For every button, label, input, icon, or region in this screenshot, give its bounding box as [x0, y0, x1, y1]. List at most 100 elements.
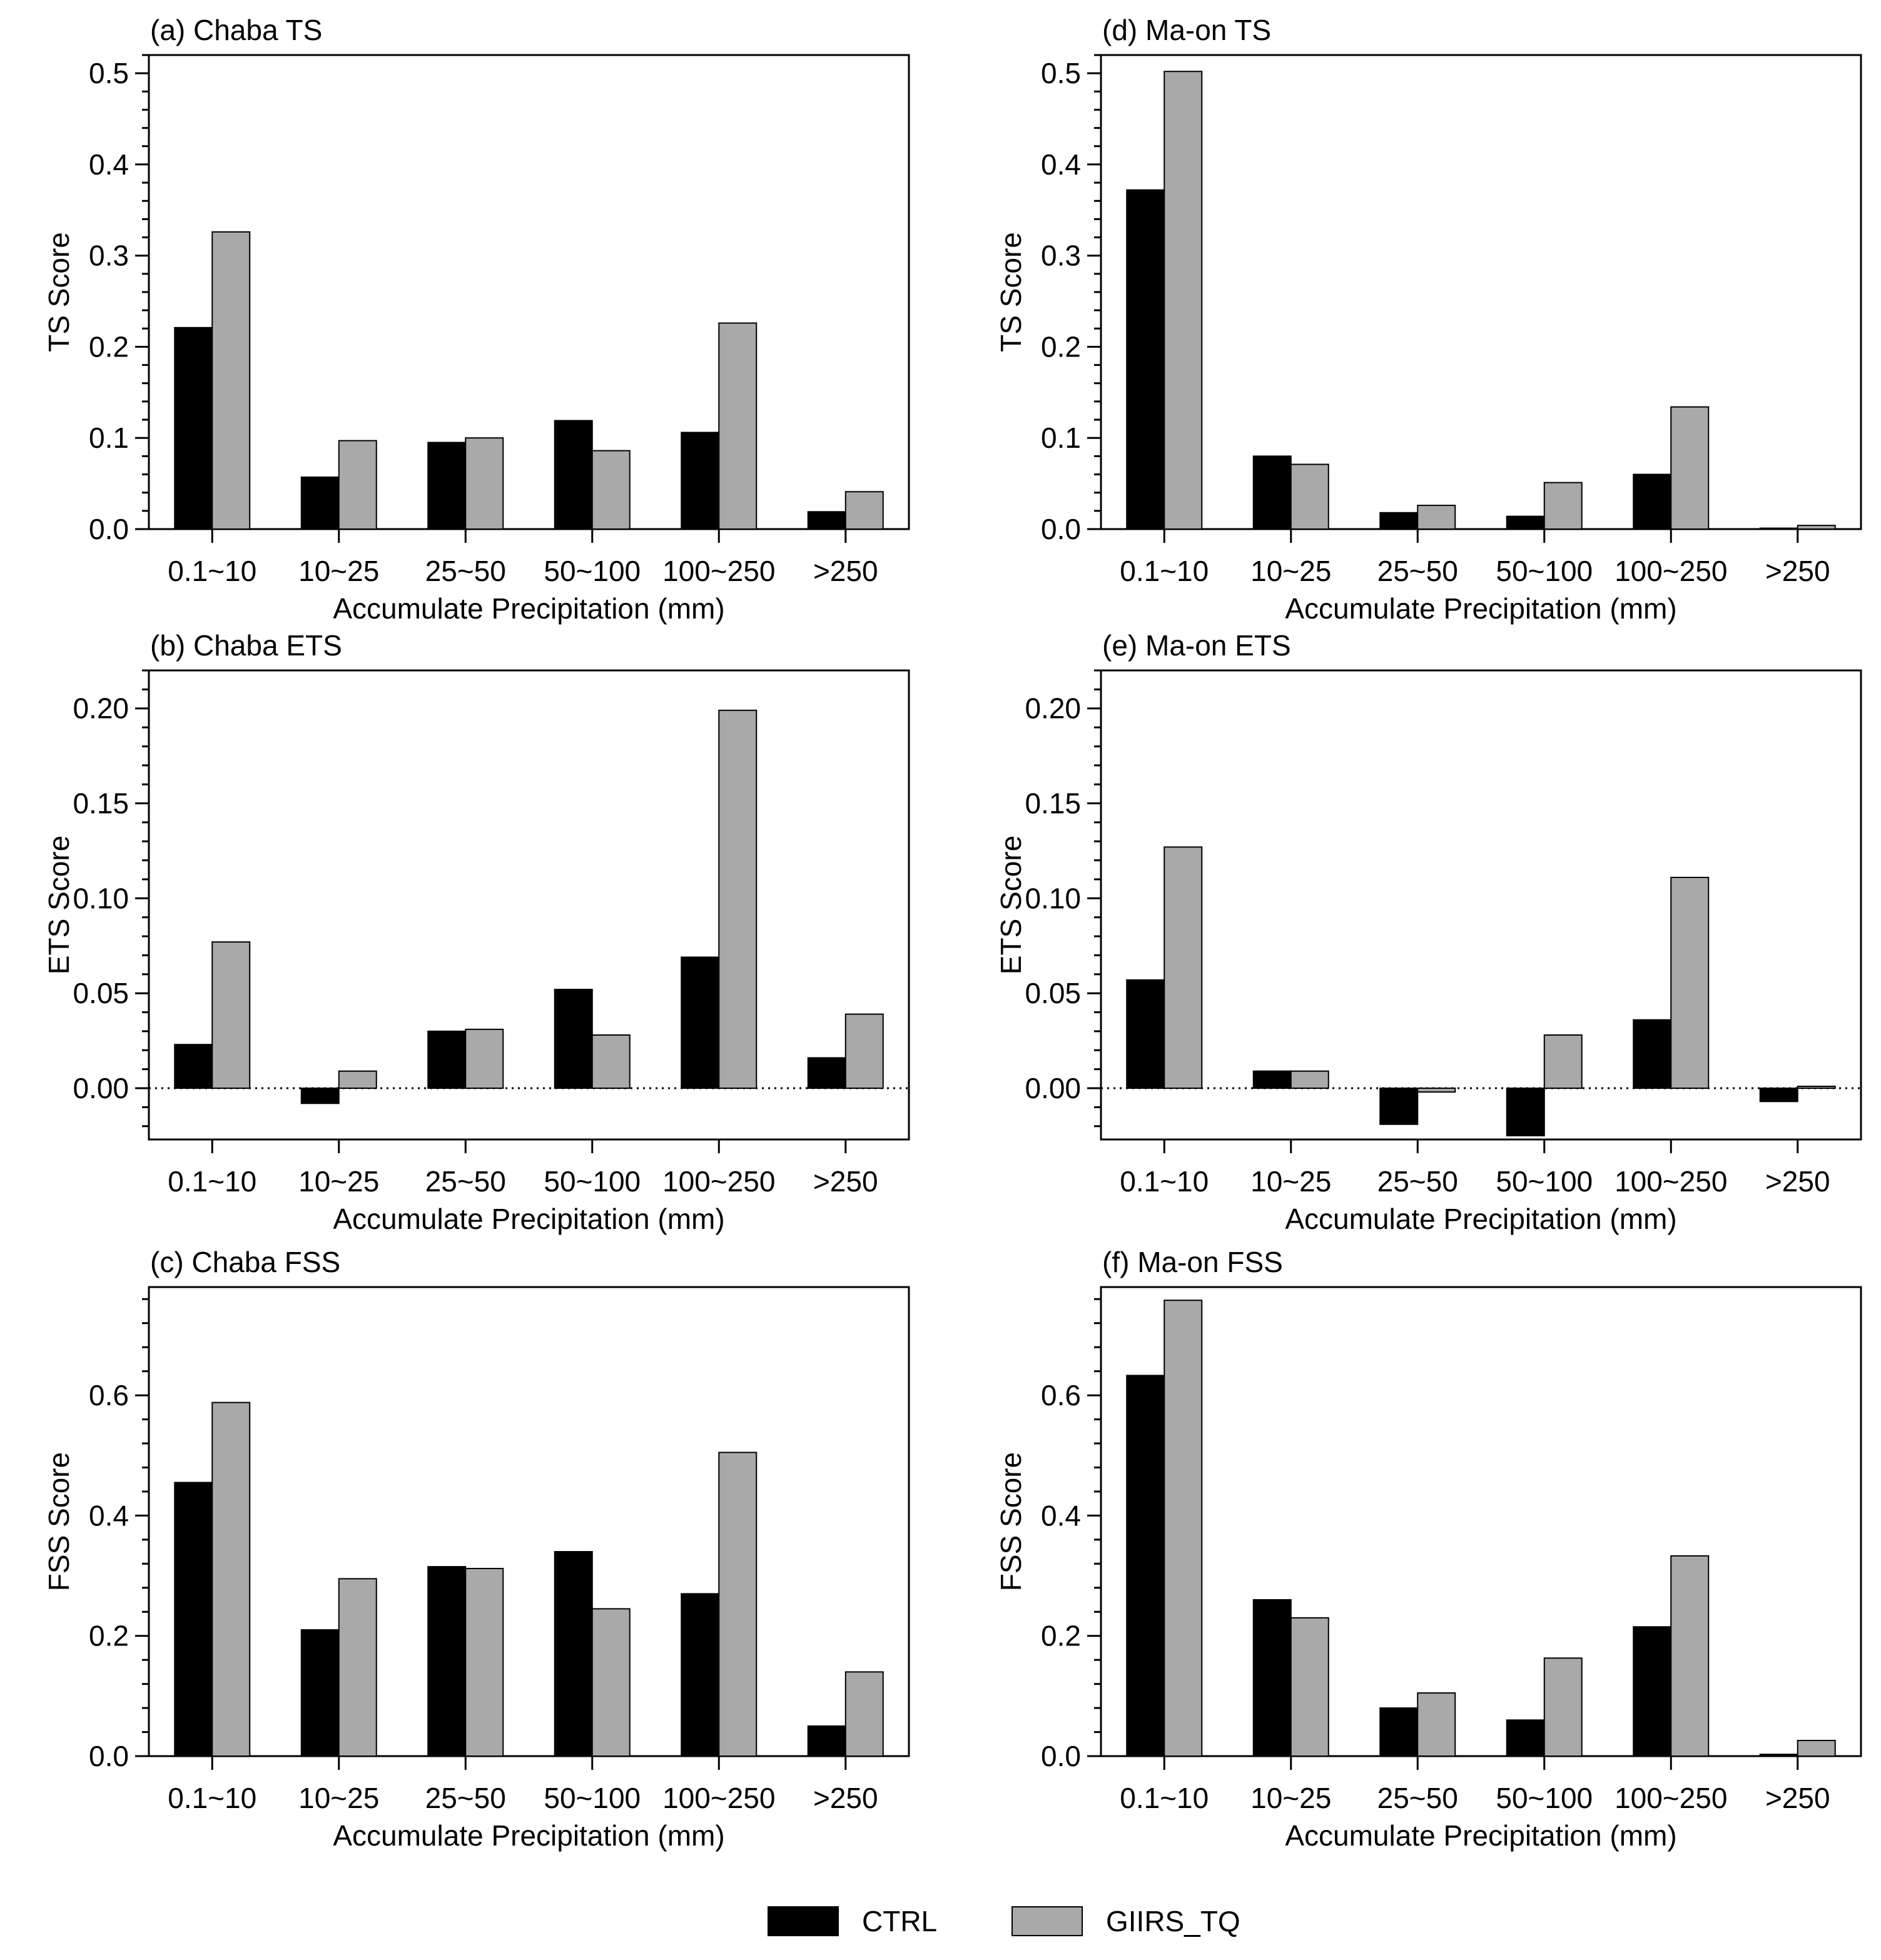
bar-ctrl-50-100 — [554, 1551, 593, 1757]
bar-giirs-tq-25-50 — [465, 437, 504, 530]
chart-title: (f) Ma-on FSS — [1102, 1246, 1283, 1278]
bar-ctrl-0-1-10 — [174, 1044, 213, 1089]
plot-frame — [1100, 1286, 1862, 1757]
x-tick-label: 25~50 — [425, 555, 506, 587]
y-tick-label: 0.20 — [1025, 692, 1081, 725]
bar-giirs-tq-250 — [1797, 525, 1836, 530]
bar-ctrl-25-50 — [427, 1030, 467, 1089]
y-tick-label: 0.1 — [1041, 422, 1081, 454]
bar-giirs-tq-100-250 — [1670, 406, 1710, 530]
y-tick-label: 0.1 — [89, 422, 129, 454]
bar-giirs-tq-10-25 — [338, 440, 377, 530]
plot-frame — [148, 54, 910, 530]
bar-giirs-tq-100-250 — [718, 709, 758, 1089]
bar-ctrl-10-25 — [1252, 1599, 1292, 1757]
bar-ctrl-10-25 — [1252, 1070, 1292, 1089]
x-tick-label: 0.1~10 — [1120, 1782, 1209, 1814]
x-tick-label: 50~100 — [544, 1782, 641, 1814]
bar-ctrl-0-1-10 — [174, 326, 213, 530]
chart-title: (d) Ma-on TS — [1102, 14, 1271, 46]
legend-swatch-ctrl — [768, 1906, 839, 1936]
y-tick-label: 0.3 — [89, 240, 129, 272]
legend-label-giirs-tq: GIIRS_TQ — [1106, 1905, 1240, 1937]
chart-title: (c) Chaba FSS — [150, 1246, 340, 1278]
x-tick-label: 25~50 — [1377, 1782, 1458, 1814]
bar-giirs-tq-25-50 — [1417, 505, 1456, 530]
bar-ctrl-50-100 — [554, 989, 593, 1089]
y-axis-title: ETS Score — [43, 836, 75, 974]
bar-giirs-tq-100-250 — [1670, 876, 1710, 1089]
x-tick-label: 10~25 — [1250, 1165, 1331, 1198]
bar-giirs-tq-50-100 — [591, 450, 631, 530]
bar-giirs-tq-10-25 — [1290, 1070, 1329, 1089]
bar-ctrl-10-25 — [300, 1088, 340, 1104]
bar-ctrl-10-25 — [300, 476, 340, 530]
y-tick-label: 0.5 — [89, 57, 129, 89]
x-axis-title: Accumulate Precipitation (mm) — [1285, 1819, 1676, 1852]
bar-giirs-tq-25-50 — [1417, 1692, 1456, 1757]
bar-ctrl-25-50 — [427, 1566, 467, 1757]
bar-giirs-tq-25-50 — [465, 1568, 504, 1757]
y-tick-label: 0.4 — [89, 148, 129, 181]
x-tick-label: 100~250 — [1615, 1165, 1727, 1198]
bar-giirs-tq-250 — [844, 1013, 884, 1089]
y-tick-label: 0.2 — [89, 330, 129, 363]
bar-giirs-tq-0-1-10 — [211, 941, 251, 1089]
bar-ctrl-10-25 — [300, 1629, 340, 1757]
x-axis-title: Accumulate Precipitation (mm) — [1285, 592, 1676, 625]
x-tick-label: >250 — [1765, 1782, 1830, 1814]
x-tick-label: 100~250 — [662, 555, 775, 587]
x-tick-label: 10~25 — [298, 1782, 379, 1814]
bar-ctrl-100-250 — [681, 956, 720, 1089]
x-tick-label: 100~250 — [1615, 555, 1727, 587]
bar-ctrl-250 — [1759, 1754, 1798, 1757]
bar-giirs-tq-0-1-10 — [1164, 1300, 1203, 1757]
bar-giirs-tq-250 — [844, 491, 884, 530]
y-tick-label: 0.10 — [73, 882, 129, 914]
bar-ctrl-50-100 — [1506, 1088, 1545, 1136]
bar-giirs-tq-50-100 — [1543, 1657, 1583, 1757]
bar-giirs-tq-10-25 — [1290, 1617, 1329, 1757]
chart-panel: (d) Ma-on TS 0.0 0.1 0.2 0.3 0.4 0.5 0.1~10 10~2… — [995, 14, 1862, 625]
y-tick-label: 0.5 — [1041, 57, 1081, 89]
y-tick-label: 0.4 — [1041, 148, 1081, 181]
plot-frame — [1100, 54, 1862, 530]
x-tick-label: 50~100 — [544, 555, 641, 587]
legend-swatch-giirs-tq — [1011, 1906, 1083, 1936]
chart-panel: (b) Chaba ETS 0.00 0.05 0.10 0.15 0.20 0.1~10 1… — [43, 629, 910, 1235]
bar-giirs-tq-10-25 — [338, 1578, 377, 1757]
x-tick-label: 10~25 — [1250, 1782, 1331, 1814]
y-tick-label: 0.0 — [89, 1740, 129, 1772]
bar-giirs-tq-100-250 — [718, 322, 758, 530]
bar-ctrl-25-50 — [427, 442, 467, 530]
x-tick-label: 0.1~10 — [168, 555, 256, 587]
x-tick-label: 25~50 — [1377, 555, 1458, 587]
bar-ctrl-250 — [1759, 527, 1798, 530]
chart-panel: (f) Ma-on FSS 0.0 0.2 0.4 0.6 0.1~10 10~25 25~5… — [995, 1246, 1862, 1852]
x-tick-label: 0.1~10 — [168, 1782, 256, 1814]
y-tick-label: 0.4 — [89, 1499, 129, 1532]
y-axis-title: TS Score — [43, 232, 75, 352]
y-tick-label: 0.10 — [1025, 882, 1081, 914]
bar-ctrl-250 — [1759, 1088, 1798, 1103]
x-tick-label: 10~25 — [1250, 555, 1331, 587]
bar-giirs-tq-0-1-10 — [1164, 71, 1203, 530]
x-tick-label: >250 — [813, 555, 878, 587]
bar-ctrl-0-1-10 — [1126, 189, 1165, 530]
chart-panel: (a) Chaba TS 0.0 0.1 0.2 0.3 0.4 0.5 0.1~10 10~2… — [43, 14, 910, 625]
bar-ctrl-10-25 — [1252, 455, 1292, 530]
y-tick-label: 0.2 — [1041, 330, 1081, 363]
bar-ctrl-250 — [807, 1725, 846, 1757]
bar-ctrl-0-1-10 — [1126, 1375, 1165, 1757]
y-tick-label: 0.05 — [1025, 977, 1081, 1009]
panels: (a) Chaba TS 0.0 0.1 0.2 0.3 0.4 0.5 0.1~10 10~2… — [43, 14, 1862, 1852]
y-tick-label: 0.20 — [73, 692, 129, 725]
bar-ctrl-0-1-10 — [174, 1482, 213, 1757]
x-tick-label: 25~50 — [1377, 1165, 1458, 1198]
x-axis-title: Accumulate Precipitation (mm) — [333, 1819, 724, 1852]
bar-giirs-tq-250 — [1797, 1740, 1836, 1757]
y-axis-title: FSS Score — [995, 1452, 1027, 1591]
x-tick-label: >250 — [1765, 1165, 1830, 1198]
x-tick-label: >250 — [813, 1165, 878, 1198]
